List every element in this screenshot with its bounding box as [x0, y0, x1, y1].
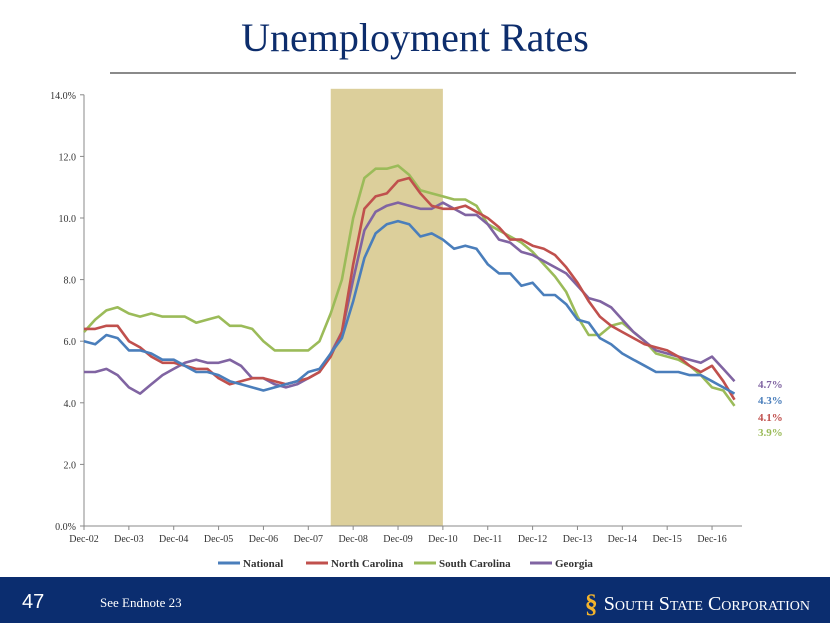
series-line-georgia — [84, 201, 736, 395]
series-line-north-carolina — [84, 176, 736, 401]
x-tick-label: Dec-03 — [114, 534, 143, 545]
y-tick-label: 6.0 — [64, 337, 77, 348]
y-tick-label: 2.0 — [64, 460, 77, 471]
y-tick-label: 4.0 — [64, 399, 77, 410]
logo-text: South State Corporation — [603, 592, 810, 615]
x-tick-label: Dec-07 — [294, 534, 323, 545]
series-line-south-carolina — [83, 164, 736, 407]
recession-shade — [330, 88, 443, 527]
end-label-north-carolina: 4.1% — [758, 412, 783, 424]
x-tick-label: Dec-13 — [563, 534, 592, 545]
x-tick-label: Dec-10 — [428, 534, 457, 545]
y-tick-label: 0.0% — [55, 522, 76, 533]
end-label-georgia: 4.7% — [758, 379, 783, 391]
endnote: See Endnote 23 — [100, 595, 182, 610]
end-label-national: 4.3% — [758, 395, 783, 407]
legend-label: Georgia — [555, 558, 593, 570]
x-tick-label: Dec-09 — [383, 534, 412, 545]
x-tick-label: Dec-14 — [608, 534, 637, 545]
legend-label: National — [243, 558, 283, 570]
logo-mark-icon: § — [584, 589, 598, 618]
x-tick-label: Dec-15 — [652, 534, 681, 545]
page-title: Unemployment Rates — [241, 15, 589, 60]
x-tick-label: Dec-05 — [204, 534, 233, 545]
x-tick-label: Dec-02 — [69, 534, 98, 545]
line-chart: 0.0% 2.0 4.0 6.0 8.0 10.0 12.0 14.0% Dec-02 Dec-0… — [50, 88, 783, 570]
page-number: 47 — [22, 591, 45, 613]
x-tick-label: Dec-04 — [159, 534, 188, 545]
company-logo: § South State Corporation — [585, 589, 810, 619]
x-tick-label: Dec-16 — [697, 534, 726, 545]
y-tick-label: 12.0 — [59, 152, 77, 163]
x-tick-label: Dec-08 — [338, 534, 367, 545]
x-tick-label: Dec-06 — [249, 534, 278, 545]
x-tick-label: Dec-11 — [473, 534, 502, 545]
legend-label: South Carolina — [439, 558, 511, 570]
end-label-south-carolina: 3.9% — [758, 427, 783, 439]
x-tick-label: Dec-12 — [518, 534, 547, 545]
footer-bar: 47 See Endnote 23 § South State Corporati… — [0, 577, 830, 623]
series-line-national — [83, 219, 736, 395]
title-divider — [110, 72, 796, 74]
y-tick-label: 8.0 — [64, 276, 77, 287]
y-tick-label: 14.0% — [50, 91, 76, 102]
y-tick-label: 10.0 — [59, 214, 77, 225]
legend-label: North Carolina — [331, 558, 404, 570]
